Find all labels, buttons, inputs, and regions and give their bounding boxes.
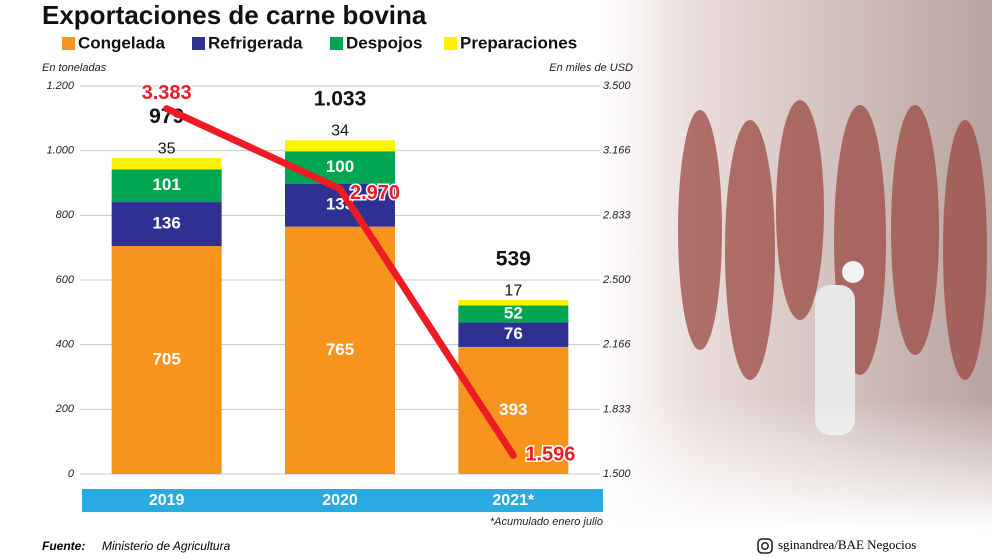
y2-tick-label: 2.166 (602, 339, 631, 351)
credit: sginandrea/BAE Negocios (778, 537, 916, 552)
bar-segment (111, 202, 222, 247)
line (163, 105, 517, 459)
y2-tick-label: 1.833 (603, 403, 631, 415)
legend-label: Congelada (78, 33, 165, 52)
legend-swatch (444, 37, 457, 50)
y-tick-label: 200 (55, 403, 75, 415)
legend-label: Refrigerada (208, 33, 303, 52)
y2-tick-label: 3.500 (603, 80, 631, 92)
y-tick-label: 1.000 (46, 145, 74, 157)
bar-segment (111, 246, 222, 474)
legend-label: Preparaciones (460, 33, 577, 52)
y2-tick-label: 2.500 (602, 274, 631, 286)
legend-label: Despojos (346, 33, 423, 52)
y-tick-label: 1.200 (46, 80, 74, 92)
x-tick-label: 2020 (322, 492, 358, 509)
y2-tick-label: 2.833 (602, 209, 631, 221)
bar-value-label: 765 (326, 340, 354, 359)
y2-tick-label: 3.166 (603, 145, 631, 157)
bar-value-label: 35 (158, 140, 176, 157)
bar-segment (458, 300, 569, 306)
y-tick-label: 0 (68, 468, 75, 480)
line-value-label: 3.383 (142, 82, 192, 104)
x-tick-label: 2019 (149, 492, 185, 509)
total-label: 539 (496, 247, 531, 270)
line-value-label: 2.970 (350, 182, 400, 204)
bar-segment (285, 140, 395, 152)
source-label: Fuente: (42, 539, 85, 553)
bar-segment (285, 226, 395, 474)
y-axis-title: En toneladas (42, 62, 107, 74)
x-tick-label: 2021* (492, 492, 535, 509)
bar-segment (458, 322, 569, 347)
bar-segment (111, 169, 222, 203)
y-tick-label: 600 (56, 274, 75, 286)
chart-title: Exportaciones de carne bovina (42, 0, 427, 30)
y-tick-label: 400 (56, 339, 75, 351)
legend-swatch (192, 37, 205, 50)
total-label: 1.033 (314, 88, 367, 111)
bar-value-label: 101 (152, 175, 180, 194)
bar-value-label: 705 (152, 350, 180, 369)
bar-value-label: 76 (504, 324, 523, 343)
bar-value-label: 34 (331, 123, 349, 140)
source: Ministerio de Agricultura (102, 539, 231, 553)
bar-value-label: 52 (504, 303, 523, 322)
instagram-icon (757, 538, 773, 554)
bar-segment (111, 158, 222, 170)
bar-value-label: 100 (326, 157, 354, 176)
photo (600, 0, 992, 530)
bar-segment (458, 305, 569, 323)
bar-segment (285, 151, 395, 184)
legend-swatch (330, 37, 343, 50)
bar-value-label: 136 (152, 214, 180, 233)
line-value-label: 1.596 (525, 444, 575, 466)
bar-value-label: 17 (504, 282, 522, 299)
y2-tick-label: 1.500 (603, 468, 631, 480)
bar-value-label: 393 (499, 400, 527, 419)
y2-axis-title: En miles de USD (549, 62, 633, 74)
y-tick-label: 800 (56, 209, 75, 221)
category-strip (82, 489, 603, 512)
note: *Acumulado enero julio (490, 516, 603, 528)
legend-swatch (62, 37, 75, 50)
